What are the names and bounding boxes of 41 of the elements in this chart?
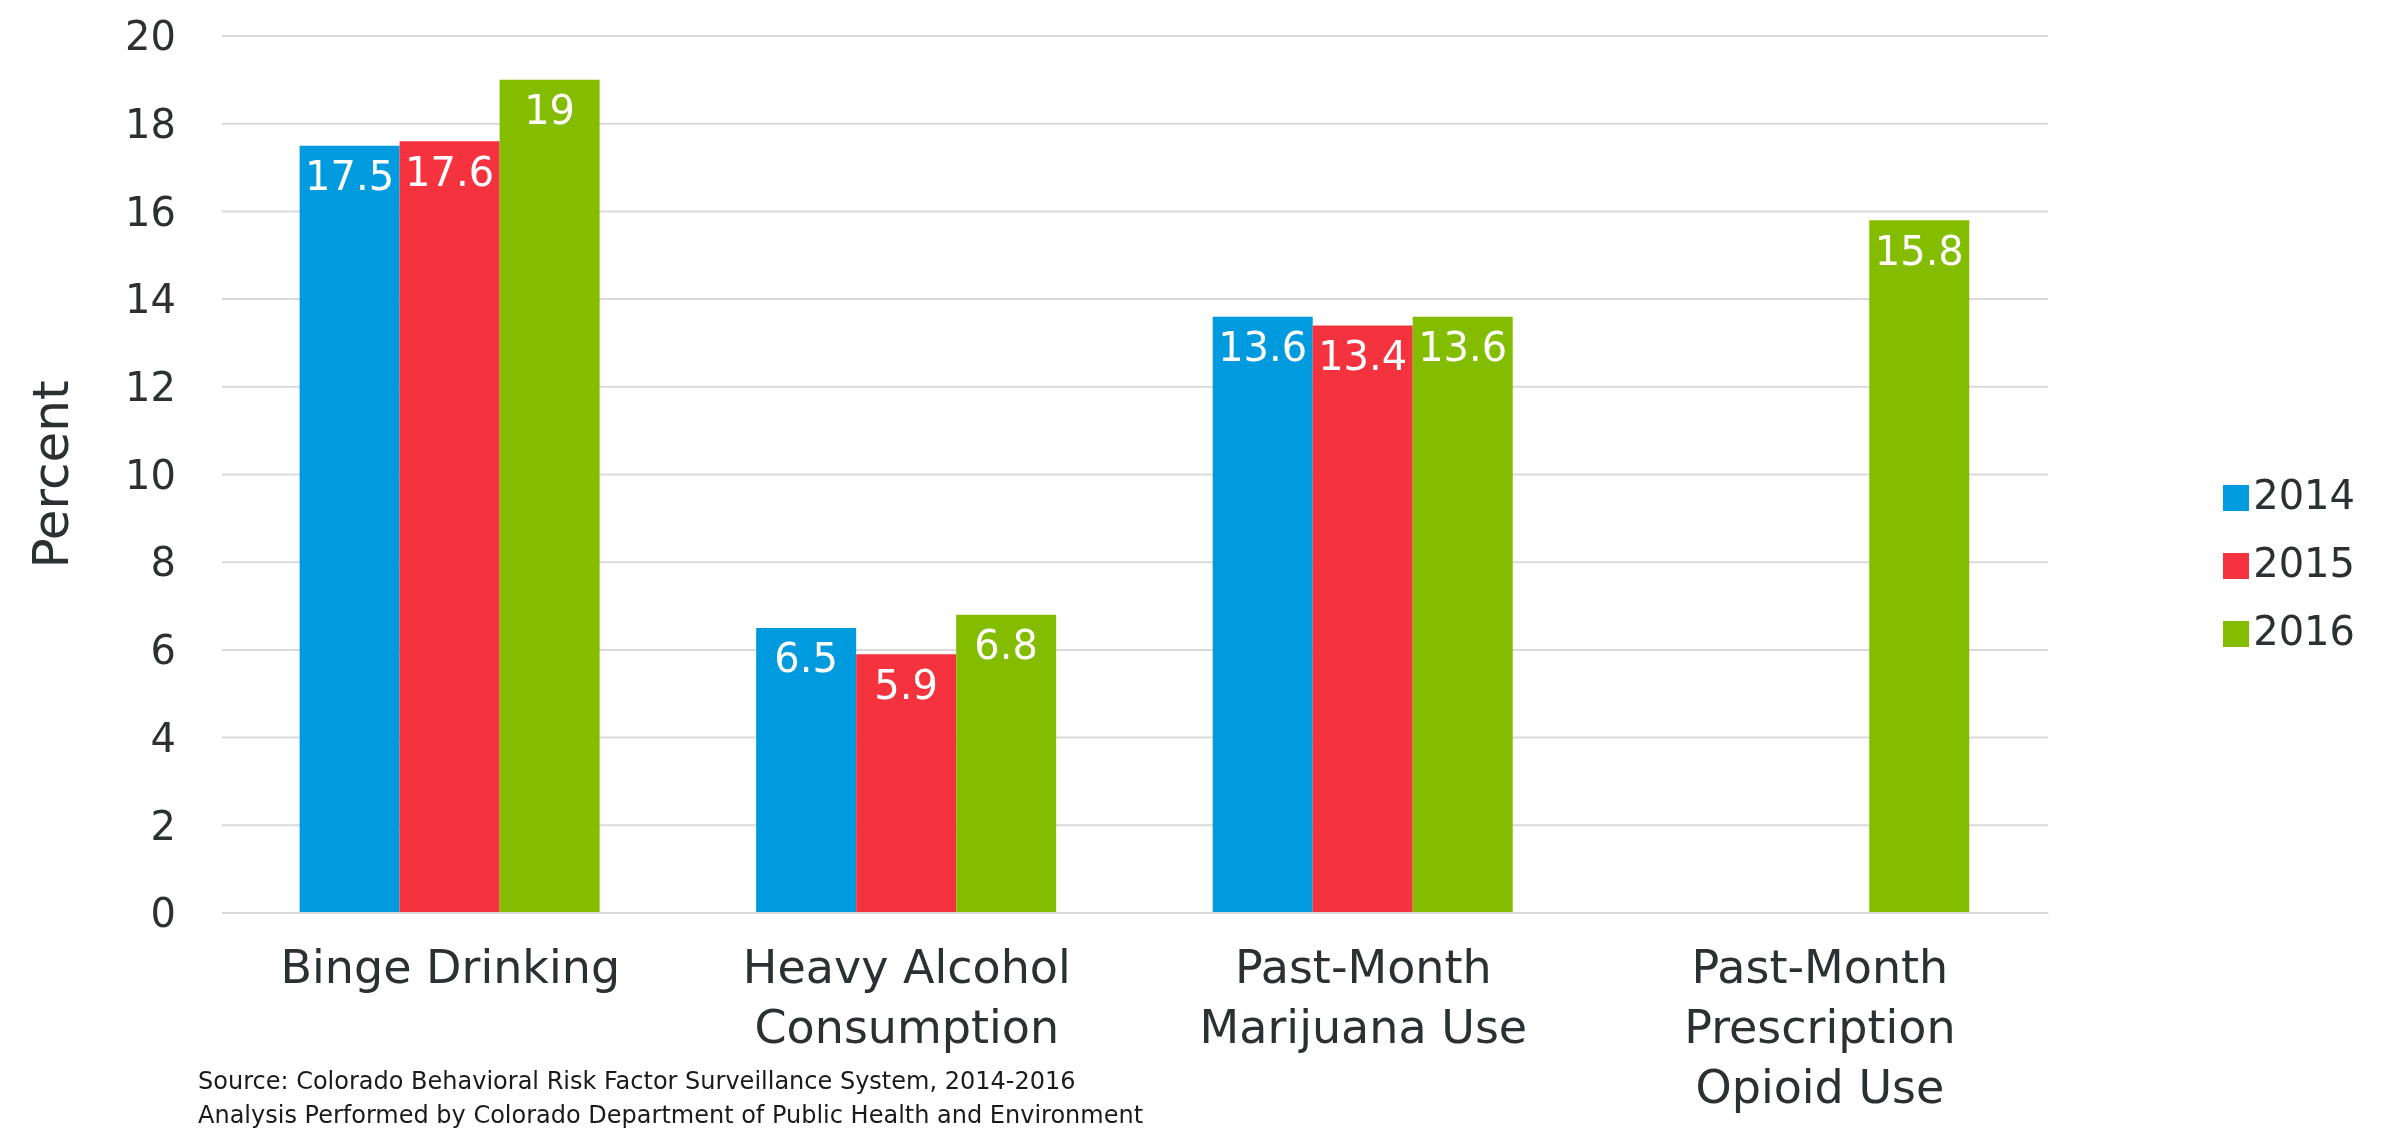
y-tick-label: 4 <box>150 714 176 761</box>
data-label: 17.5 <box>305 153 395 200</box>
data-label: 5.9 <box>874 661 938 708</box>
bar <box>499 79 600 913</box>
y-tick-label: 2 <box>150 802 176 849</box>
bar <box>299 145 400 913</box>
data-label: 19 <box>524 87 576 134</box>
bar <box>399 141 500 913</box>
y-tick-label: 16 <box>125 188 176 235</box>
bar <box>1312 325 1413 913</box>
legend-label: 2014 <box>2253 471 2355 518</box>
bar <box>856 654 957 913</box>
data-label: 6.8 <box>974 622 1038 669</box>
data-label: 17.6 <box>405 148 495 195</box>
data-label: 13.6 <box>1418 324 1508 371</box>
data-label: 6.5 <box>774 635 838 682</box>
data-label: 13.6 <box>1218 324 1308 371</box>
x-tick-label: Past-Month Prescription Opioid Use <box>1684 940 1956 1114</box>
y-tick-label: 18 <box>125 100 176 147</box>
x-tick-label: Binge Drinking <box>280 940 621 994</box>
bar <box>1869 220 1970 913</box>
data-label: 15.8 <box>1874 227 1964 274</box>
x-tick-label: Heavy Alcohol Consumption <box>742 940 1071 1054</box>
bar <box>956 614 1057 913</box>
legend-label: 2016 <box>2253 607 2355 654</box>
y-tick-label: 12 <box>125 364 176 410</box>
y-tick-label: 20 <box>125 13 176 60</box>
y-axis-title: Percent <box>22 380 80 569</box>
y-tick-label: 6 <box>150 627 176 674</box>
y-tick-label: 10 <box>125 451 176 498</box>
y-tick-label: 8 <box>150 539 176 586</box>
legend-label: 2015 <box>2253 539 2355 586</box>
y-tick-label: 14 <box>125 276 176 323</box>
y-tick-label: 0 <box>150 890 176 937</box>
source-note: Source: Colorado Behavioral Risk Factor Surveillance System, 2014-2016 <box>198 1066 1077 1097</box>
text: Analysis Performed by Colorado Department of Public Health and Environment <box>198 1100 1144 1130</box>
bar <box>756 627 857 913</box>
bar <box>1212 316 1313 913</box>
x-tick-label: Past-Month Marijuana Use <box>1199 940 1528 1054</box>
data-label: 13.4 <box>1318 332 1408 379</box>
bar <box>1412 316 1513 913</box>
